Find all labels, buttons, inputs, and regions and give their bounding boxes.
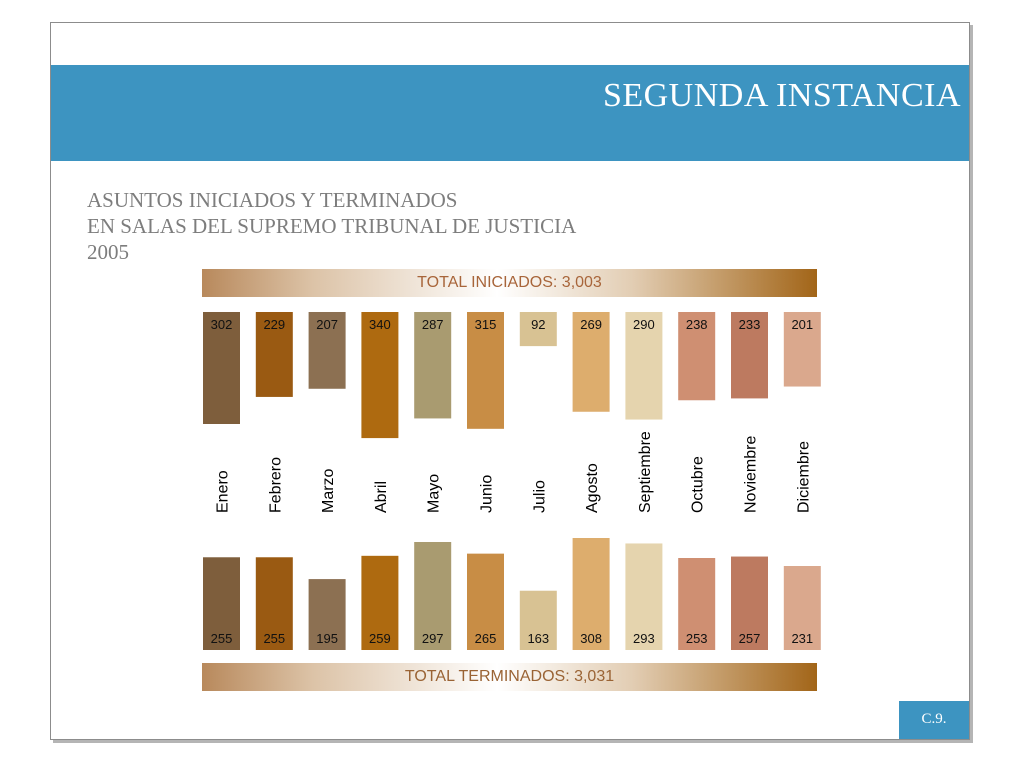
subtitle-line: ASUNTOS INICIADOS Y TERMINADOS bbox=[87, 188, 458, 212]
terminados-value-label: 163 bbox=[527, 631, 549, 646]
terminados-value-label: 253 bbox=[686, 631, 708, 646]
terminados-value-label: 255 bbox=[211, 631, 233, 646]
iniciados-bar-marzo bbox=[308, 312, 346, 389]
terminados-value-label: 259 bbox=[369, 631, 391, 646]
title-banner bbox=[51, 65, 969, 161]
terminados-bar-diciembre bbox=[783, 566, 821, 650]
iniciados-bar-enero bbox=[203, 312, 240, 424]
month-label: Mayo bbox=[426, 474, 443, 513]
iniciados-value-label: 340 bbox=[369, 317, 391, 332]
terminados-bar-junio bbox=[467, 553, 504, 650]
iniciados-bar-febrero bbox=[255, 312, 293, 397]
iniciados-value-label: 92 bbox=[531, 317, 545, 332]
month-label: Junio bbox=[479, 475, 496, 513]
iniciados-bar-mayo bbox=[414, 312, 452, 419]
month-label: Julio bbox=[531, 480, 548, 513]
month-label: Agosto bbox=[584, 463, 601, 513]
month-label: Octubre bbox=[690, 456, 707, 513]
month-label: Septiembre bbox=[637, 431, 654, 513]
month-label: Marzo bbox=[320, 468, 337, 513]
total-terminados-bar: TOTAL TERMINADOS: 3,031 bbox=[202, 663, 817, 691]
terminados-bar-noviembre bbox=[731, 556, 768, 650]
month-label: Febrero bbox=[267, 457, 284, 513]
slide-number-badge: C.9. bbox=[899, 701, 969, 739]
iniciados-value-label: 287 bbox=[422, 317, 444, 332]
iniciados-bar-junio bbox=[467, 312, 504, 429]
terminados-bar-julio bbox=[519, 590, 557, 650]
iniciados-bar-noviembre bbox=[731, 312, 768, 399]
terminados-bar-agosto bbox=[572, 538, 610, 650]
terminados-value-label: 297 bbox=[422, 631, 444, 646]
month-label: Noviembre bbox=[743, 436, 760, 513]
terminados-bar-enero bbox=[203, 557, 240, 650]
subtitle-line: EN SALAS DEL SUPREMO TRIBUNAL DE JUSTICI… bbox=[87, 214, 577, 238]
total-iniciados-label: TOTAL INICIADOS: 3,003 bbox=[417, 274, 602, 291]
iniciados-bar-septiembre bbox=[625, 312, 663, 420]
iniciados-value-label: 233 bbox=[739, 317, 761, 332]
iniciados-value-label: 302 bbox=[211, 317, 233, 332]
month-label: Diciembre bbox=[795, 441, 812, 513]
month-label: Abril bbox=[373, 481, 390, 513]
terminados-value-label: 231 bbox=[791, 631, 813, 646]
terminados-bar-septiembre bbox=[625, 543, 663, 650]
slide-number: C.9. bbox=[921, 711, 947, 727]
terminados-value-label: 195 bbox=[316, 631, 338, 646]
total-terminados-label: TOTAL TERMINADOS: 3,031 bbox=[404, 668, 615, 685]
terminados-bar-abril bbox=[361, 555, 399, 650]
total-iniciados-bar: TOTAL INICIADOS: 3,003 bbox=[202, 269, 817, 297]
bar-chart: 302 255 Enero 229 255 Febrero 207 195 Marzo 340 25… bbox=[203, 312, 821, 650]
iniciados-bar-diciembre bbox=[783, 312, 821, 387]
iniciados-value-label: 315 bbox=[475, 317, 497, 332]
iniciados-value-label: 238 bbox=[686, 317, 708, 332]
terminados-value-label: 265 bbox=[475, 631, 497, 646]
terminados-value-label: 255 bbox=[263, 631, 285, 646]
iniciados-value-label: 269 bbox=[580, 317, 602, 332]
subtitle-line: 2005 bbox=[87, 240, 129, 264]
iniciados-value-label: 201 bbox=[791, 317, 813, 332]
iniciados-value-label: 229 bbox=[263, 317, 285, 332]
iniciados-bar-agosto bbox=[572, 312, 610, 412]
iniciados-value-label: 290 bbox=[633, 317, 655, 332]
chart-subtitle: ASUNTOS INICIADOS Y TERMINADOS EN SALAS … bbox=[87, 187, 576, 265]
terminados-value-label: 257 bbox=[739, 631, 761, 646]
terminados-bar-febrero bbox=[255, 557, 293, 650]
terminados-value-label: 308 bbox=[580, 631, 602, 646]
iniciados-value-label: 207 bbox=[316, 317, 338, 332]
terminados-bar-marzo bbox=[308, 579, 346, 650]
iniciados-bar-abril bbox=[361, 312, 399, 439]
terminados-value-label: 293 bbox=[633, 631, 655, 646]
iniciados-bar-julio bbox=[519, 312, 557, 347]
slide: SEGUNDA INSTANCIA ASUNTOS INICIADOS Y TE… bbox=[50, 22, 970, 740]
terminados-bar-mayo bbox=[414, 542, 452, 650]
month-label: Enero bbox=[215, 470, 232, 513]
iniciados-bar-octubre bbox=[678, 312, 716, 401]
terminados-bar-octubre bbox=[678, 558, 716, 650]
page-title: SEGUNDA INSTANCIA bbox=[602, 77, 961, 114]
